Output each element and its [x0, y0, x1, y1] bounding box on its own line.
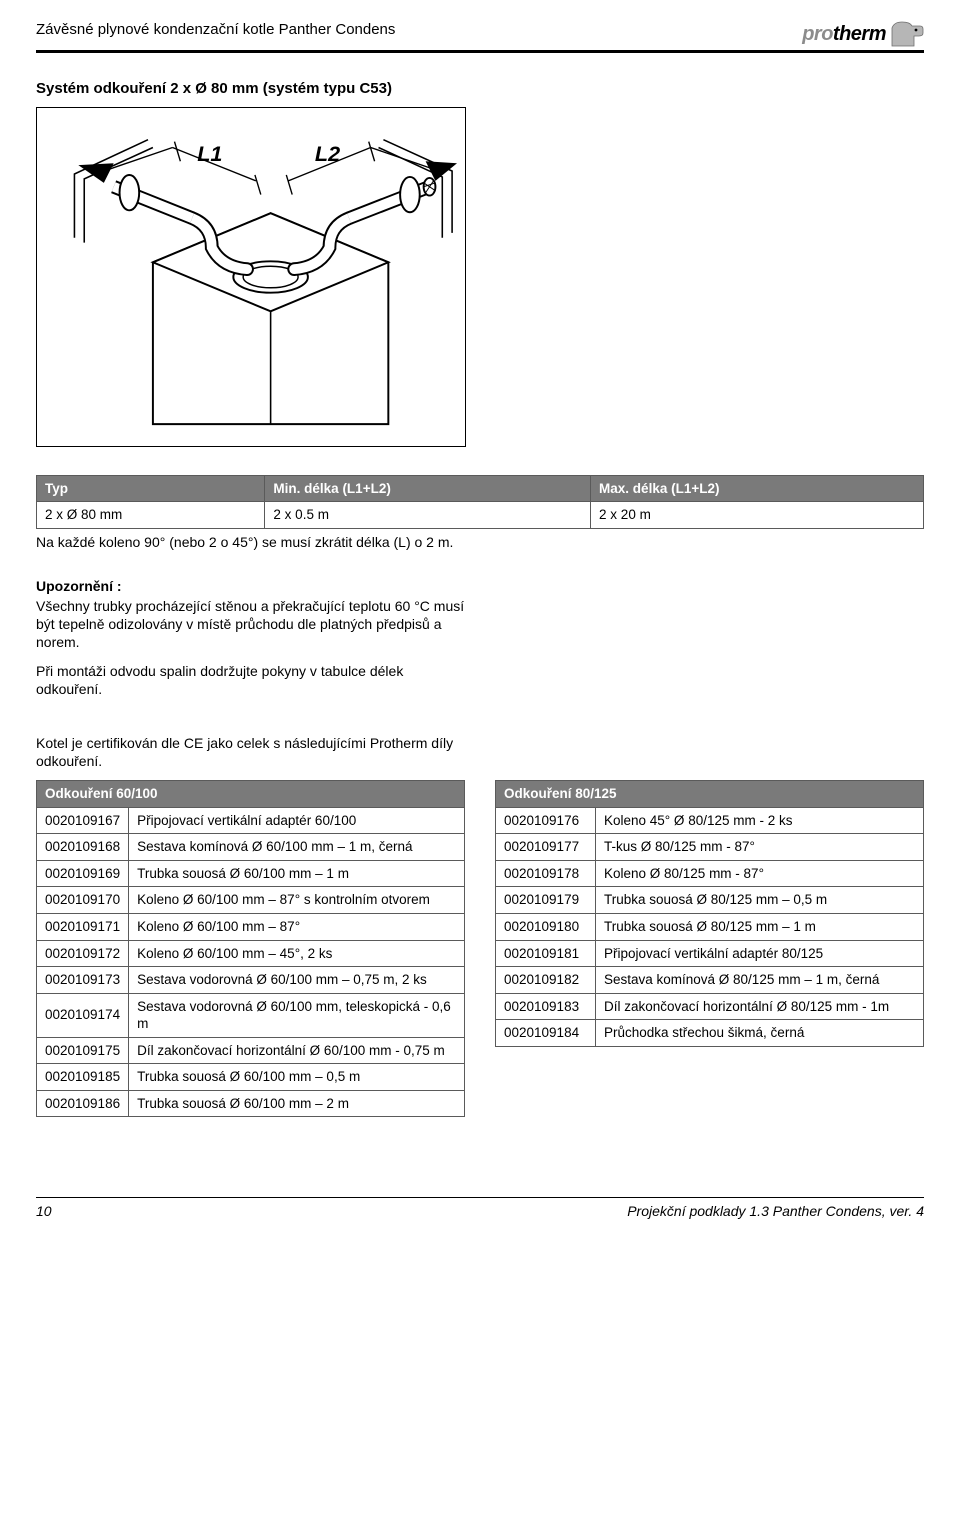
table-row: 0020109174Sestava vodorovná Ø 60/100 mm,… — [37, 993, 465, 1037]
table-row: 0020109167Připojovací vertikální adaptér… — [37, 807, 465, 834]
part-code: 0020109174 — [37, 993, 129, 1037]
warning-p2: Při montáži odvodu spalin dodržujte poky… — [36, 662, 466, 698]
brand-therm: therm — [833, 23, 886, 45]
table-row: 0020109170Koleno Ø 60/100 mm – 87° s kon… — [37, 887, 465, 914]
brand-logo: protherm — [802, 20, 924, 48]
part-desc: Sestava komínová Ø 80/125 mm – 1 m, čern… — [595, 967, 923, 994]
part-desc: T-kus Ø 80/125 mm - 87° — [595, 834, 923, 861]
part-code: 0020109181 — [496, 940, 596, 967]
part-code: 0020109176 — [496, 807, 596, 834]
part-code: 0020109177 — [496, 834, 596, 861]
part-code: 0020109178 — [496, 860, 596, 887]
part-code: 0020109169 — [37, 860, 129, 887]
part-desc: Trubka souosá Ø 60/100 mm – 1 m — [129, 860, 465, 887]
part-desc: Trubka souosá Ø 60/100 mm – 2 m — [129, 1090, 465, 1117]
table-row: 0020109173Sestava vodorovná Ø 60/100 mm … — [37, 967, 465, 994]
table-80-125: Odkouření 80/125 0020109176Koleno 45° Ø … — [495, 780, 924, 1046]
label-l1: L1 — [197, 141, 222, 166]
part-code: 0020109186 — [37, 1090, 129, 1117]
part-desc: Koleno 45° Ø 80/125 mm - 2 ks — [595, 807, 923, 834]
brand-pro: pro — [802, 23, 833, 45]
part-desc: Trubka souosá Ø 60/100 mm – 0,5 m — [129, 1064, 465, 1091]
warning-p1: Všechny trubky procházející stěnou a pře… — [36, 597, 466, 652]
table-row: 0020109169Trubka souosá Ø 60/100 mm – 1 … — [37, 860, 465, 887]
part-desc: Připojovací vertikální adaptér 60/100 — [129, 807, 465, 834]
part-desc: Trubka souosá Ø 80/125 mm – 0,5 m — [595, 887, 923, 914]
part-code: 0020109179 — [496, 887, 596, 914]
th-max: Max. délka (L1+L2) — [591, 475, 924, 502]
part-code: 0020109180 — [496, 914, 596, 941]
part-desc: Sestava vodorovná Ø 60/100 mm – 0,75 m, … — [129, 967, 465, 994]
table-row: 0020109178Koleno Ø 80/125 mm - 87° — [496, 860, 924, 887]
part-code: 0020109171 — [37, 914, 129, 941]
table-row: 0020109185Trubka souosá Ø 60/100 mm – 0,… — [37, 1064, 465, 1091]
label-l2: L2 — [315, 141, 340, 166]
part-code: 0020109168 — [37, 834, 129, 861]
part-desc: Koleno Ø 60/100 mm – 87° — [129, 914, 465, 941]
table-row: 0020109184Průchodka střechou šikmá, čern… — [496, 1020, 924, 1047]
table-row: 0020109183Díl zakončovací horizontální Ø… — [496, 993, 924, 1020]
doc-reference: Projekční podklady 1.3 Panther Condens, … — [627, 1202, 924, 1220]
part-code: 0020109167 — [37, 807, 129, 834]
part-desc: Průchodka střechou šikmá, černá — [595, 1020, 923, 1047]
part-code: 0020109182 — [496, 967, 596, 994]
th-typ: Typ — [37, 475, 265, 502]
header-divider — [36, 50, 924, 53]
part-desc: Sestava komínová Ø 60/100 mm – 1 m, čern… — [129, 834, 465, 861]
table-row: 0020109171Koleno Ø 60/100 mm – 87° — [37, 914, 465, 941]
th-min: Min. délka (L1+L2) — [265, 475, 591, 502]
td-min: 2 x 0.5 m — [265, 502, 591, 529]
lion-icon — [890, 20, 924, 48]
part-desc: Připojovací vertikální adaptér 80/125 — [595, 940, 923, 967]
part-desc: Díl zakončovací horizontální Ø 80/125 mm… — [595, 993, 923, 1020]
note-text: Na každé koleno 90° (nebo 2 o 45°) se mu… — [36, 533, 466, 551]
type-table: Typ Min. délka (L1+L2) Max. délka (L1+L2… — [36, 475, 924, 529]
page-number: 10 — [36, 1202, 52, 1220]
part-code: 0020109183 — [496, 993, 596, 1020]
table80-title: Odkouření 80/125 — [496, 781, 924, 808]
part-desc: Koleno Ø 60/100 mm – 87° s kontrolním ot… — [129, 887, 465, 914]
flue-diagram: L1 L2 — [36, 107, 466, 447]
cert-text: Kotel je certifikován dle CE jako celek … — [36, 734, 466, 770]
part-desc: Sestava vodorovná Ø 60/100 mm, teleskopi… — [129, 993, 465, 1037]
part-code: 0020109170 — [37, 887, 129, 914]
part-code: 0020109173 — [37, 967, 129, 994]
table-row: 0020109181Připojovací vertikální adaptér… — [496, 940, 924, 967]
warning-heading: Upozornění : — [36, 577, 466, 595]
part-desc: Díl zakončovací horizontální Ø 60/100 mm… — [129, 1037, 465, 1064]
table-row: 0020109177T-kus Ø 80/125 mm - 87° — [496, 834, 924, 861]
doc-title: Závěsné plynové kondenzační kotle Panthe… — [36, 20, 395, 40]
table-row: 0020109179Trubka souosá Ø 80/125 mm – 0,… — [496, 887, 924, 914]
table-row: 0020109168Sestava komínová Ø 60/100 mm –… — [37, 834, 465, 861]
table-row: 0020109182Sestava komínová Ø 80/125 mm –… — [496, 967, 924, 994]
section-title: Systém odkouření 2 x Ø 80 mm (systém typ… — [36, 79, 924, 99]
part-code: 0020109184 — [496, 1020, 596, 1047]
part-code: 0020109172 — [37, 940, 129, 967]
td-max: 2 x 20 m — [591, 502, 924, 529]
table-row: 0020109175Díl zakončovací horizontální Ø… — [37, 1037, 465, 1064]
table-row: 0020109180Trubka souosá Ø 80/125 mm – 1 … — [496, 914, 924, 941]
part-desc: Koleno Ø 80/125 mm - 87° — [595, 860, 923, 887]
table60-title: Odkouření 60/100 — [37, 781, 465, 808]
part-code: 0020109185 — [37, 1064, 129, 1091]
part-desc: Koleno Ø 60/100 mm – 45°, 2 ks — [129, 940, 465, 967]
td-typ: 2 x Ø 80 mm — [37, 502, 265, 529]
part-desc: Trubka souosá Ø 80/125 mm – 1 m — [595, 914, 923, 941]
part-code: 0020109175 — [37, 1037, 129, 1064]
table-row: 0020109172Koleno Ø 60/100 mm – 45°, 2 ks — [37, 940, 465, 967]
table-60-100: Odkouření 60/100 0020109167Připojovací v… — [36, 780, 465, 1117]
page-footer: 10 Projekční podklady 1.3 Panther Conden… — [36, 1197, 924, 1220]
table-row: 0020109186Trubka souosá Ø 60/100 mm – 2 … — [37, 1090, 465, 1117]
table-row: 0020109176Koleno 45° Ø 80/125 mm - 2 ks — [496, 807, 924, 834]
